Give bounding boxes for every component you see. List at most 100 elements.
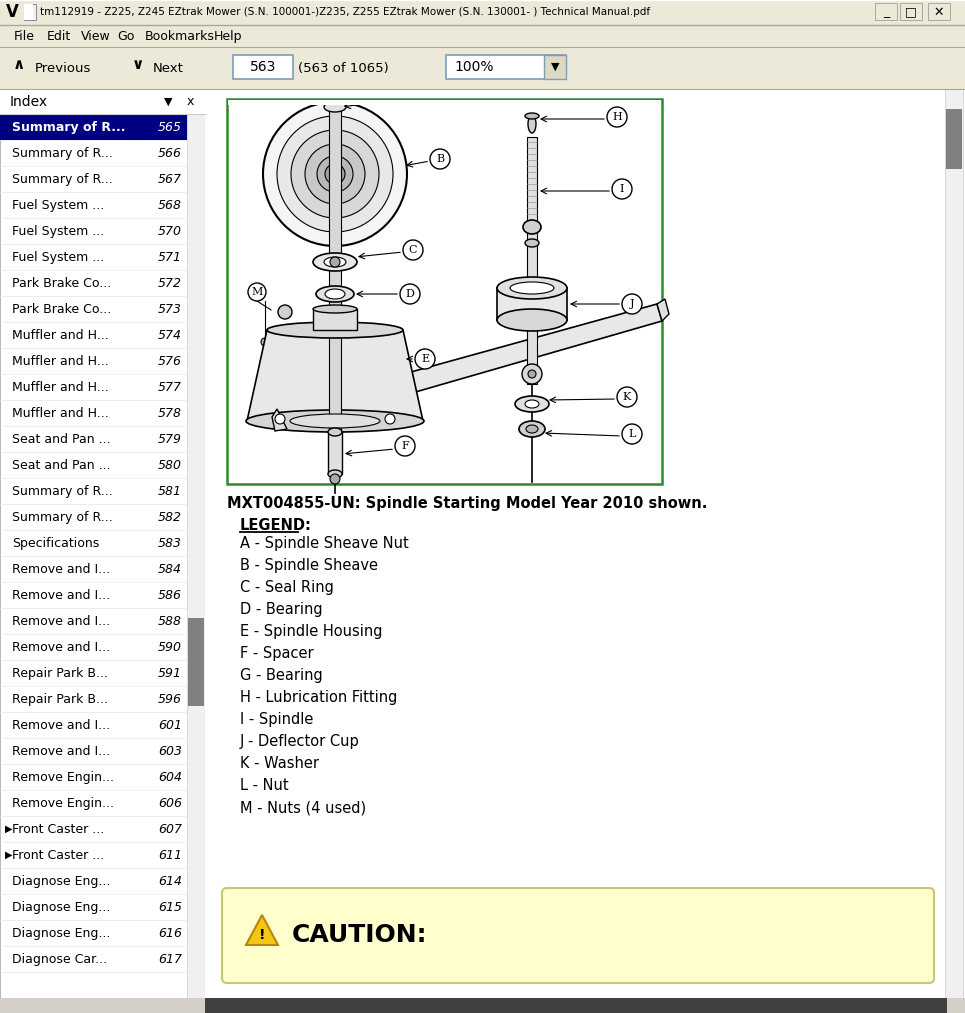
Text: Summary of R...: Summary of R... <box>12 511 113 524</box>
Text: 584: 584 <box>158 562 182 575</box>
Text: J - Deflector Cup: J - Deflector Cup <box>240 734 360 749</box>
Text: Front Caster ...: Front Caster ... <box>12 823 104 836</box>
Circle shape <box>275 414 285 424</box>
Ellipse shape <box>528 115 536 133</box>
Text: 580: 580 <box>158 459 182 471</box>
Text: 576: 576 <box>158 355 182 368</box>
Text: 591: 591 <box>158 667 182 680</box>
Circle shape <box>330 169 340 179</box>
Text: J: J <box>630 299 634 309</box>
Ellipse shape <box>526 425 538 433</box>
Text: Repair Park B...: Repair Park B... <box>12 667 108 680</box>
Text: Remove and I...: Remove and I... <box>12 615 110 627</box>
Ellipse shape <box>267 322 403 338</box>
Text: Index: Index <box>10 94 48 108</box>
Circle shape <box>277 116 393 232</box>
Text: Remove and I...: Remove and I... <box>12 718 110 731</box>
Ellipse shape <box>278 305 292 319</box>
Text: Summary of R...: Summary of R... <box>12 121 125 134</box>
FancyBboxPatch shape <box>329 104 341 464</box>
Text: 571: 571 <box>158 250 182 263</box>
Text: B: B <box>436 154 444 164</box>
Polygon shape <box>247 330 423 421</box>
Text: 604: 604 <box>158 771 182 783</box>
FancyBboxPatch shape <box>875 3 897 20</box>
Circle shape <box>330 257 340 267</box>
FancyBboxPatch shape <box>544 55 566 79</box>
Circle shape <box>305 144 365 204</box>
Text: 579: 579 <box>158 433 182 446</box>
Text: 601: 601 <box>158 718 182 731</box>
FancyBboxPatch shape <box>945 89 963 998</box>
Text: Diagnose Eng...: Diagnose Eng... <box>12 927 110 939</box>
Text: 616: 616 <box>158 927 182 939</box>
Text: I: I <box>620 184 624 194</box>
Text: Edit: Edit <box>47 29 71 43</box>
FancyBboxPatch shape <box>446 55 566 79</box>
Text: Seat and Pan ...: Seat and Pan ... <box>12 459 111 471</box>
Ellipse shape <box>290 414 380 428</box>
Circle shape <box>528 370 536 378</box>
Text: M: M <box>251 287 262 297</box>
FancyBboxPatch shape <box>928 3 950 20</box>
Text: 568: 568 <box>158 199 182 212</box>
Ellipse shape <box>523 220 541 234</box>
Text: 570: 570 <box>158 225 182 237</box>
Text: 614: 614 <box>158 874 182 887</box>
Text: 574: 574 <box>158 328 182 341</box>
Text: 606: 606 <box>158 796 182 809</box>
Text: 607: 607 <box>158 823 182 836</box>
Ellipse shape <box>497 277 567 299</box>
Text: ∧: ∧ <box>13 57 25 72</box>
FancyBboxPatch shape <box>0 114 187 140</box>
Text: A - Spindle Sheave Nut: A - Spindle Sheave Nut <box>240 536 409 551</box>
Text: 583: 583 <box>158 537 182 549</box>
FancyBboxPatch shape <box>0 89 965 1013</box>
Polygon shape <box>657 299 669 321</box>
FancyBboxPatch shape <box>313 309 357 330</box>
Ellipse shape <box>525 113 539 119</box>
Text: K - Washer: K - Washer <box>240 756 319 771</box>
Text: 590: 590 <box>158 640 182 653</box>
Circle shape <box>622 294 642 314</box>
Ellipse shape <box>324 257 346 267</box>
Text: Diagnose Eng...: Diagnose Eng... <box>12 874 110 887</box>
Text: 581: 581 <box>158 484 182 497</box>
Text: Fuel System ...: Fuel System ... <box>12 250 104 263</box>
Text: ▶: ▶ <box>5 850 13 860</box>
Ellipse shape <box>510 282 554 294</box>
Text: G - Bearing: G - Bearing <box>240 668 322 683</box>
Text: Remove and I...: Remove and I... <box>12 640 110 653</box>
FancyBboxPatch shape <box>227 99 662 484</box>
Circle shape <box>403 240 423 260</box>
FancyBboxPatch shape <box>24 4 33 20</box>
Text: 573: 573 <box>158 303 182 315</box>
Text: Diagnose Car...: Diagnose Car... <box>12 952 107 965</box>
Ellipse shape <box>328 470 342 478</box>
Text: E: E <box>421 354 429 364</box>
Text: tm112919 - Z225, Z245 EZtrak Mower (S.N. 100001-)Z235, Z255 EZtrak Mower (S.N. 1: tm112919 - Z225, Z245 EZtrak Mower (S.N.… <box>40 7 650 17</box>
Circle shape <box>622 424 642 444</box>
Circle shape <box>263 102 407 246</box>
FancyBboxPatch shape <box>0 89 205 998</box>
Text: Seat and Pan ...: Seat and Pan ... <box>12 433 111 446</box>
FancyBboxPatch shape <box>527 137 537 384</box>
Text: 100%: 100% <box>454 60 493 74</box>
Text: H: H <box>612 112 621 122</box>
FancyBboxPatch shape <box>0 998 965 1013</box>
Text: Fuel System ...: Fuel System ... <box>12 225 104 237</box>
Ellipse shape <box>519 421 545 437</box>
Text: D - Bearing: D - Bearing <box>240 602 322 617</box>
Text: Muffler and H...: Muffler and H... <box>12 328 109 341</box>
Text: Muffler and H...: Muffler and H... <box>12 381 109 393</box>
FancyBboxPatch shape <box>497 288 567 320</box>
Ellipse shape <box>497 309 567 331</box>
Text: x: x <box>186 95 194 108</box>
Circle shape <box>430 149 450 169</box>
Circle shape <box>400 284 420 304</box>
Ellipse shape <box>515 396 549 412</box>
FancyBboxPatch shape <box>233 55 293 79</box>
Text: D: D <box>405 289 414 299</box>
Text: □: □ <box>905 5 917 18</box>
Polygon shape <box>277 304 662 428</box>
